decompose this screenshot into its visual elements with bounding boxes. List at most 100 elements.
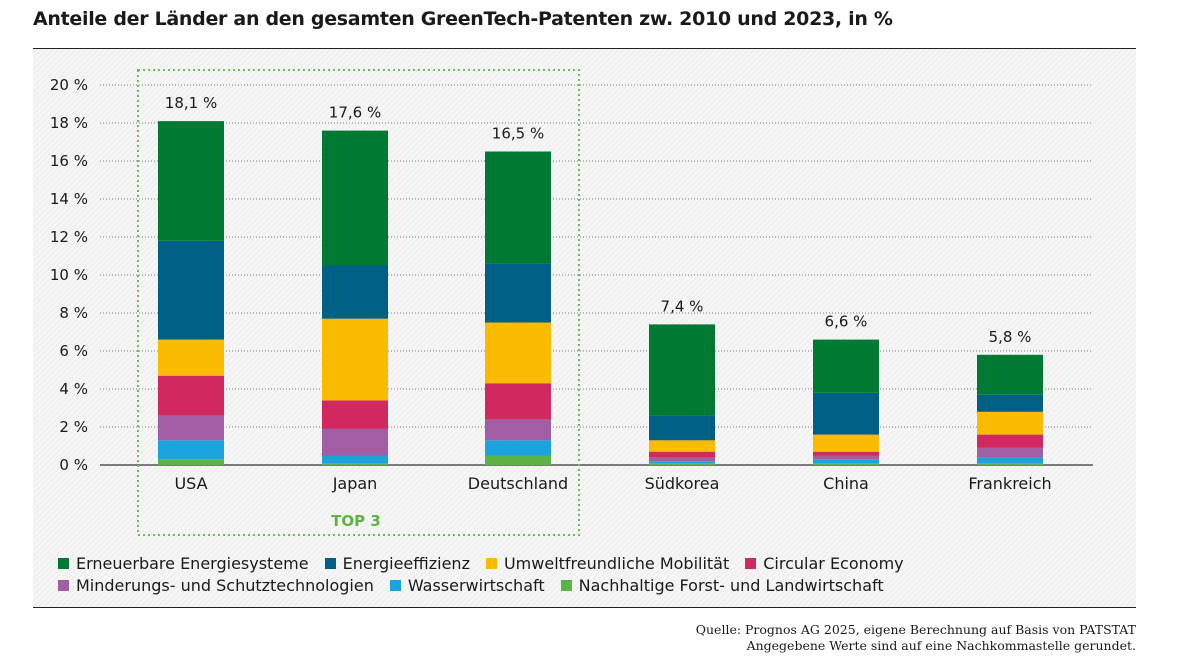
bar-segment [322, 318, 388, 401]
bar-segment [813, 463, 879, 465]
bar-segment [322, 400, 388, 429]
bar-segment [649, 451, 715, 458]
bar-segment [485, 151, 551, 264]
bar-segment [485, 263, 551, 323]
bar-segment [977, 394, 1043, 412]
category-label: Frankreich [968, 474, 1051, 493]
bar-segment [977, 434, 1043, 448]
category-label: USA [174, 474, 207, 493]
bar-segment [813, 451, 879, 456]
bar-segment [158, 415, 224, 441]
total-label: 18,1 % [165, 94, 217, 112]
total-label: 17,6 % [329, 104, 381, 122]
bar-segment [158, 375, 224, 416]
top-rule [33, 48, 1136, 49]
bar-segment [158, 339, 224, 376]
legend: Erneuerbare Energiesysteme Energieeffizie… [58, 552, 1118, 596]
bar-segment [977, 411, 1043, 435]
y-tick-label: 6 % [59, 342, 88, 360]
bar-segment [158, 121, 224, 241]
legend-item: Nachhaltige Forst- und Landwirtschaft [560, 575, 884, 595]
y-tick-label: 16 % [50, 152, 88, 170]
bars [158, 121, 1043, 465]
category-label: China [823, 474, 869, 493]
legend-item: Circular Economy [745, 553, 904, 573]
legend-item: Minderungs- und Schutztechnologien [58, 576, 374, 595]
bar-segment [322, 463, 388, 465]
bar-segment [813, 434, 879, 452]
legend-swatch [58, 579, 69, 591]
legend-swatch [560, 579, 572, 591]
legend-item: Erneuerbare Energiesysteme [58, 554, 309, 573]
total-label: 6,6 % [825, 313, 868, 331]
y-tick-label: 12 % [50, 228, 88, 246]
rounding-note: Angegebene Werte sind auf eine Nachkomma… [746, 638, 1136, 653]
bar-segment [158, 240, 224, 340]
legend-label: Circular Economy [763, 553, 904, 573]
y-tick-label: 4 % [59, 380, 88, 398]
bar-segment [649, 415, 715, 441]
legend-label: Energieeffizienz [342, 553, 470, 573]
source-line: Quelle: Prognos AG 2025, eigene Berechnu… [695, 622, 1136, 637]
bar-segment [158, 440, 224, 460]
total-label: 16,5 % [492, 125, 544, 143]
gridlines [100, 84, 1093, 466]
legend-label: Umweltfreundliche Mobilität [503, 553, 730, 573]
bar-segment [649, 461, 715, 464]
bar-segment [322, 265, 388, 319]
bar-segment [322, 428, 388, 456]
source-note: Quelle: Prognos AG 2025, eigene Berechnu… [696, 622, 1136, 654]
bar-segment [977, 354, 1043, 395]
top3-label: TOP 3 [331, 512, 381, 530]
bar-segment [813, 392, 879, 435]
legend-label: Nachhaltige Forst- und Landwirtschaft [578, 575, 884, 595]
legend-swatch [745, 557, 757, 569]
bar-segment [485, 419, 551, 441]
bar-segment [649, 463, 715, 465]
y-tick-label: 20 % [50, 76, 88, 94]
legend-row: Minderungs- und Schutztechnologien Wasser… [58, 574, 1118, 596]
bar-segment [485, 455, 551, 465]
x-axis-labels: USA Japan Deutschland Südkorea China Frankrei… [174, 474, 1051, 493]
bar-segment [485, 322, 551, 384]
total-label: 7,4 % [661, 297, 704, 315]
bar-segment [649, 440, 715, 452]
bar-segment [322, 130, 388, 266]
category-label: Südkorea [645, 474, 720, 493]
y-axis: 0 % 2 % 4 % 6 % 8 % 10 % 12 % 14 % 16 % 18 % 20 % [50, 76, 88, 474]
top3-highlight-box [137, 69, 580, 536]
legend-swatch [58, 557, 69, 569]
bar-segment [649, 324, 715, 416]
bar-segment [813, 459, 879, 464]
y-tick-label: 2 % [59, 418, 88, 436]
y-tick-label: 18 % [50, 114, 88, 132]
y-tick-label: 10 % [50, 266, 88, 284]
bar-segment [158, 459, 224, 465]
legend-label: Wasserwirtschaft [407, 575, 545, 595]
chart-title: Anteile der Länder an den gesamten Green… [33, 8, 893, 30]
category-label: Japan [332, 474, 378, 493]
legend-item: Wasserwirtschaft [389, 575, 545, 595]
bar-segment [977, 447, 1043, 458]
data-labels: 18,1 % 17,6 % 16,5 % 7,4 % 6,6 % 5,8 % [165, 94, 1032, 346]
bar-segment [977, 463, 1043, 465]
legend-item: Umweltfreundliche Mobilität [485, 553, 730, 573]
legend-label: Erneuerbare Energiesysteme [76, 553, 309, 573]
bar-segment [485, 383, 551, 420]
bar-segment [977, 457, 1043, 464]
legend-row: Erneuerbare Energiesysteme Energieeffizie… [58, 552, 1118, 574]
bar-segment [322, 455, 388, 464]
legend-swatch [389, 579, 401, 591]
bar-segment [649, 457, 715, 462]
bar-segment [485, 440, 551, 456]
bottom-rule [33, 607, 1136, 608]
bar-chart: 0 %2 %4 %6 %8 %10 %12 %14 %16 %18 %20 % … [50, 69, 1093, 536]
y-tick-label: 14 % [50, 190, 88, 208]
legend-label: Minderungs- und Schutztechnologien [76, 575, 374, 595]
y-tick-label: 8 % [59, 304, 88, 322]
total-label: 5,8 % [989, 328, 1032, 346]
legend-item: Energieeffizienz [324, 553, 470, 573]
category-label: Deutschland [468, 474, 568, 493]
y-tick-label: 0 % [59, 456, 88, 474]
legend-swatch [485, 557, 497, 569]
